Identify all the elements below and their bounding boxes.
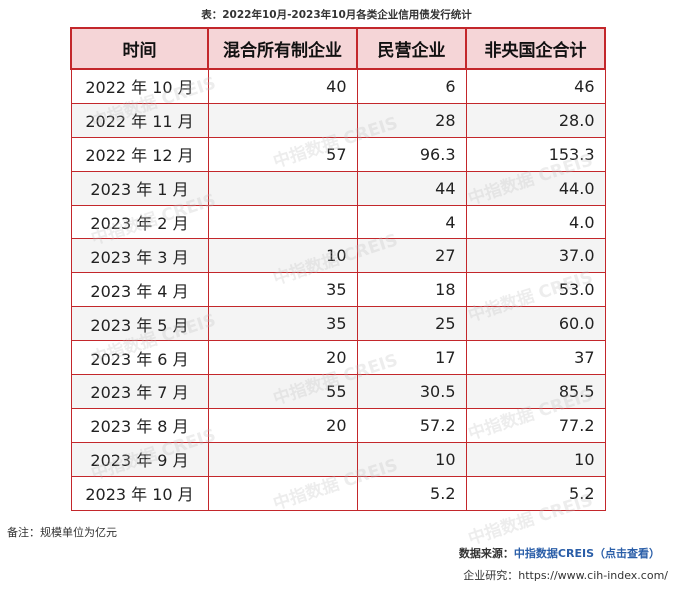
table-row: 2023 年 7 月 55 30.5 85.5 — [70, 374, 606, 409]
table-row: 2023 年 5 月 35 25 60.0 — [70, 306, 606, 342]
table-row: 2023 年 3 月 10 27 37.0 — [70, 238, 606, 274]
cell-private: 10 — [356, 441, 467, 477]
cell-private: 57.2 — [356, 407, 467, 443]
footnote: 备注：规模单位为亿元 — [7, 526, 117, 539]
cell-non-soe-total: 46 — [465, 68, 606, 104]
bond-issuance-table: 时间 混合所有制企业 民营企业 非央国企合计 2022 年 10 月 40 6 46 2… — [70, 27, 606, 511]
cell-private: 96.3 — [356, 136, 467, 172]
cell-time: 2023 年 5 月 — [70, 306, 209, 342]
cell-mixed-ownership: 10 — [207, 238, 358, 274]
cell-private: 6 — [356, 68, 467, 104]
cell-private: 18 — [356, 272, 467, 308]
cell-private: 4 — [356, 204, 467, 240]
research-link[interactable]: 企业研究：https://www.cih-index.com/ — [463, 569, 668, 582]
cell-time: 2023 年 2 月 — [70, 204, 209, 240]
cell-non-soe-total: 44.0 — [465, 170, 606, 206]
cell-non-soe-total: 37 — [465, 340, 606, 376]
cell-non-soe-total: 153.3 — [465, 136, 606, 172]
cell-mixed-ownership — [207, 475, 358, 511]
cell-non-soe-total: 60.0 — [465, 306, 606, 342]
cell-private: 30.5 — [356, 374, 467, 409]
table-row: 2022 年 10 月 40 6 46 — [70, 68, 606, 104]
cell-non-soe-total: 28.0 — [465, 102, 606, 138]
cell-mixed-ownership: 55 — [207, 374, 358, 409]
table-row: 2023 年 10 月 5.2 5.2 — [70, 475, 606, 511]
cell-mixed-ownership: 35 — [207, 306, 358, 342]
cell-time: 2022 年 10 月 — [70, 68, 209, 104]
header-time: 时间 — [70, 27, 209, 70]
table-row: 2022 年 12 月 57 96.3 153.3 — [70, 136, 606, 172]
cell-time: 2023 年 10 月 — [70, 475, 209, 511]
cell-time: 2023 年 3 月 — [70, 238, 209, 274]
table-row: 2023 年 1 月 44 44.0 — [70, 170, 606, 206]
cell-private: 17 — [356, 340, 467, 376]
cell-private: 25 — [356, 306, 467, 342]
source-link[interactable]: 中指数据CREIS（点击查看） — [513, 547, 660, 560]
cell-time: 2023 年 8 月 — [70, 407, 209, 443]
table-row: 2023 年 6 月 20 17 37 — [70, 340, 606, 376]
cell-non-soe-total: 77.2 — [465, 407, 606, 443]
cell-time: 2023 年 7 月 — [70, 374, 209, 409]
cell-non-soe-total: 5.2 — [465, 475, 606, 511]
cell-non-soe-total: 4.0 — [465, 204, 606, 240]
cell-mixed-ownership — [207, 204, 358, 240]
cell-non-soe-total: 85.5 — [465, 374, 606, 409]
cell-mixed-ownership: 35 — [207, 272, 358, 308]
cell-time: 2023 年 1 月 — [70, 170, 209, 206]
header-non-soe-total: 非央国企合计 — [465, 27, 606, 70]
cell-mixed-ownership — [207, 102, 358, 138]
cell-private: 44 — [356, 170, 467, 206]
cell-mixed-ownership — [207, 441, 358, 477]
table-row: 2023 年 8 月 20 57.2 77.2 — [70, 407, 606, 443]
source-label: 数据来源： — [458, 547, 514, 560]
table-title: 表：2022年10月-2023年10月各类企业信用债发行统计 — [201, 9, 472, 21]
cell-mixed-ownership: 20 — [207, 407, 358, 443]
cell-non-soe-total: 53.0 — [465, 272, 606, 308]
cell-private: 5.2 — [356, 475, 467, 511]
cell-time: 2023 年 9 月 — [70, 441, 209, 477]
cell-time: 2023 年 4 月 — [70, 272, 209, 308]
table-row: 2022 年 11 月 28 28.0 — [70, 102, 606, 138]
cell-time: 2022 年 11 月 — [70, 102, 209, 138]
header-row: 时间 混合所有制企业 民营企业 非央国企合计 — [70, 27, 606, 70]
header-mixed-ownership: 混合所有制企业 — [207, 27, 358, 70]
cell-mixed-ownership: 57 — [207, 136, 358, 172]
cell-non-soe-total: 10 — [465, 441, 606, 477]
cell-mixed-ownership — [207, 170, 358, 206]
table-row: 2023 年 9 月 10 10 — [70, 441, 606, 477]
cell-time: 2022 年 12 月 — [70, 136, 209, 172]
header-private: 民营企业 — [356, 27, 467, 70]
cell-private: 28 — [356, 102, 467, 138]
cell-private: 27 — [356, 238, 467, 274]
cell-mixed-ownership: 40 — [207, 68, 358, 104]
cell-time: 2023 年 6 月 — [70, 340, 209, 376]
cell-non-soe-total: 37.0 — [465, 238, 606, 274]
data-source: 数据来源：中指数据CREIS（点击查看） — [459, 545, 660, 561]
table-row: 2023 年 4 月 35 18 53.0 — [70, 272, 606, 308]
table-row: 2023 年 2 月 4 4.0 — [70, 204, 606, 240]
cell-mixed-ownership: 20 — [207, 340, 358, 376]
